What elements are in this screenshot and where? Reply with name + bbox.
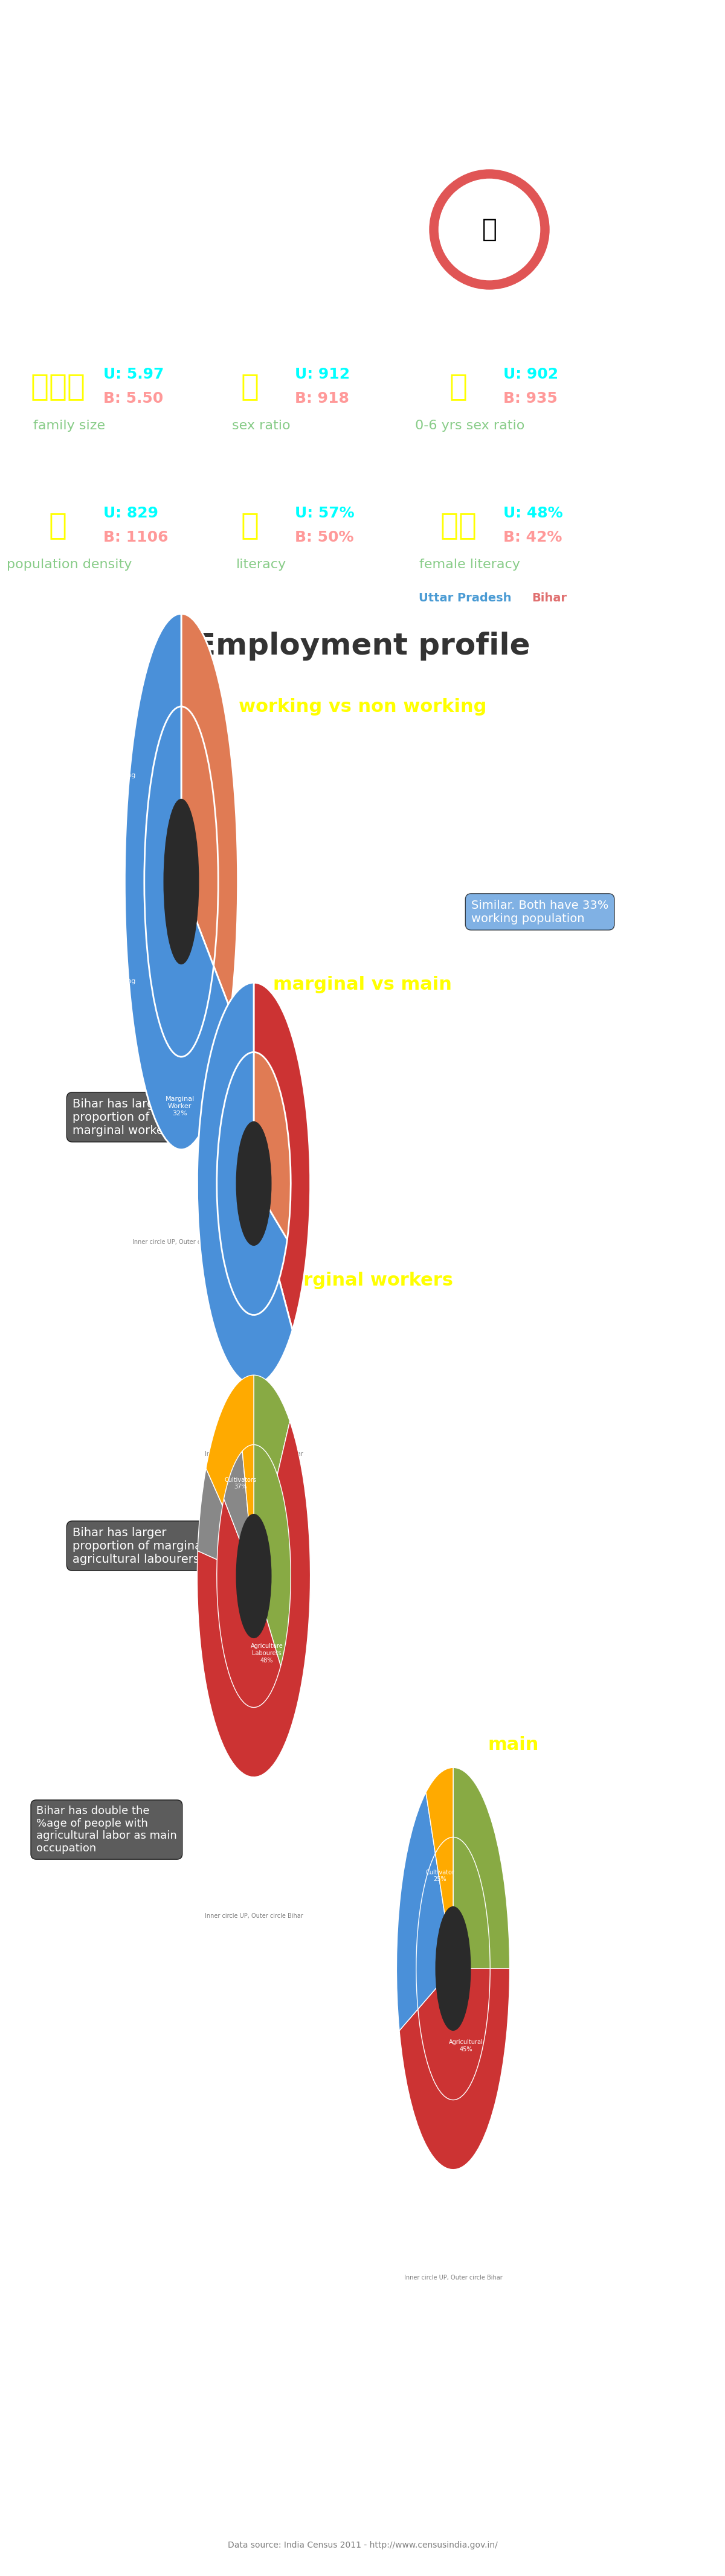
Text: Similar. Both have 33%
working population: Similar. Both have 33% working populatio… xyxy=(471,899,608,925)
Text: marginal workers: marginal workers xyxy=(272,1273,453,1288)
Text: 🍼: 🍼 xyxy=(450,371,468,402)
Text: Inner circle UP, Outer circle Bihar: Inner circle UP, Outer circle Bihar xyxy=(404,2275,502,2280)
Text: Non Working
67%: Non Working 67% xyxy=(92,773,136,786)
Wedge shape xyxy=(254,1376,290,1577)
Wedge shape xyxy=(217,1499,281,1708)
Text: 0-6 yrs sex ratio: 0-6 yrs sex ratio xyxy=(415,420,524,433)
Text: sex ratio: sex ratio xyxy=(232,420,290,433)
Text: The population story: The population story xyxy=(46,291,243,307)
Text: Cultivators
37%: Cultivators 37% xyxy=(225,1476,257,1489)
Text: B: 42%: B: 42% xyxy=(503,531,563,544)
Text: Agriculture
Labourers
66%: Agriculture Labourers 66% xyxy=(319,1643,352,1664)
Text: 17.62%: 17.62% xyxy=(423,2458,493,2476)
Text: U: 5.97: U: 5.97 xyxy=(103,368,164,381)
Text: Others
10%: Others 10% xyxy=(170,1677,190,1690)
Text: 📚: 📚 xyxy=(241,510,259,541)
Text: Marginal
Worker
38%: Marginal Worker 38% xyxy=(165,1252,194,1270)
Wedge shape xyxy=(125,613,231,1149)
Text: Cultivators
11%: Cultivators 11% xyxy=(168,1476,200,1489)
Wedge shape xyxy=(426,1767,453,1968)
Text: B: 918: B: 918 xyxy=(295,392,349,407)
Text: Main
Working
62%: Main Working 62% xyxy=(323,1221,351,1239)
Text: 👥: 👥 xyxy=(49,510,67,541)
Text: Household
Industries
4%: Household Industries 4% xyxy=(368,2035,399,2056)
Circle shape xyxy=(236,1121,271,1244)
Circle shape xyxy=(439,178,540,281)
Text: marginal vs main: marginal vs main xyxy=(273,976,452,992)
Wedge shape xyxy=(453,1837,490,1968)
Text: 9.98%: 9.98% xyxy=(411,2429,469,2445)
Text: Household
Industries
5%: Household Industries 5% xyxy=(238,1860,270,1880)
Wedge shape xyxy=(254,981,310,1329)
Text: 🗺: 🗺 xyxy=(482,216,497,242)
Text: Data source: India Census 2011 - http://www.censusindia.gov.in/: Data source: India Census 2011 - http://… xyxy=(228,2540,497,2550)
Wedge shape xyxy=(206,1376,254,1577)
Text: B: 50%: B: 50% xyxy=(295,531,354,544)
Circle shape xyxy=(429,170,550,289)
Text: B: 5.50: B: 5.50 xyxy=(103,392,163,407)
Text: Bihar: Bihar xyxy=(350,2458,400,2476)
Wedge shape xyxy=(453,1767,510,1968)
Text: Workers
33%: Workers 33% xyxy=(242,855,270,868)
Wedge shape xyxy=(242,1445,254,1577)
Text: B: 935: B: 935 xyxy=(503,392,558,407)
Text: population density: population density xyxy=(7,559,132,572)
Text: U: 912: U: 912 xyxy=(295,368,350,381)
Wedge shape xyxy=(217,1051,287,1314)
Text: UP: UP xyxy=(350,2429,376,2445)
Text: Bihar has larger
proportion of marginal
agricultural labourers: Bihar has larger proportion of marginal … xyxy=(72,1528,205,1564)
Text: working vs non working: working vs non working xyxy=(239,698,486,716)
Wedge shape xyxy=(254,1445,291,1667)
Text: Agriculture
Labourers
48%: Agriculture Labourers 48% xyxy=(251,1643,283,1664)
Text: literacy: literacy xyxy=(236,559,286,572)
Text: Inner circle UP, Outer circle Bihar: Inner circle UP, Outer circle Bihar xyxy=(204,1450,303,1458)
Circle shape xyxy=(164,799,199,963)
Text: Total agricultural laborers
(main + marginal): Total agricultural laborers (main + marg… xyxy=(18,2432,289,2470)
Text: Inner circle UP, Outer circle Bihar: Inner circle UP, Outer circle Bihar xyxy=(204,1914,303,1919)
Text: Agricultural
45%: Agricultural 45% xyxy=(449,2040,484,2053)
Text: Marginal
Worker
32%: Marginal Worker 32% xyxy=(165,1097,194,1115)
Text: Main
Working
68%: Main Working 68% xyxy=(323,1128,351,1146)
Text: main: main xyxy=(488,1736,539,1754)
Wedge shape xyxy=(435,1837,453,1968)
Text: B: 1106: B: 1106 xyxy=(103,531,168,544)
Text: Uttar Pradesh: Uttar Pradesh xyxy=(419,592,512,603)
Circle shape xyxy=(436,1906,471,2030)
Text: Worker
33%: Worker 33% xyxy=(242,938,266,951)
Wedge shape xyxy=(254,1051,291,1239)
Text: U: 57%: U: 57% xyxy=(295,505,355,520)
Text: 👨‍👩‍👧: 👨‍👩‍👧 xyxy=(30,371,86,402)
Text: 👩‍🎓: 👩‍🎓 xyxy=(440,510,476,541)
Text: Household
Industries
16%: Household Industries 16% xyxy=(181,1767,213,1788)
Wedge shape xyxy=(397,1793,453,2030)
Wedge shape xyxy=(224,1450,254,1577)
Wedge shape xyxy=(418,1968,490,2099)
Wedge shape xyxy=(399,1968,510,2169)
Wedge shape xyxy=(198,1468,254,1577)
Wedge shape xyxy=(144,706,214,1056)
Wedge shape xyxy=(416,1852,453,2009)
Text: U: 48%: U: 48% xyxy=(503,505,563,520)
Wedge shape xyxy=(197,981,292,1383)
Wedge shape xyxy=(197,1422,310,1777)
Text: U: 902: U: 902 xyxy=(503,368,558,381)
Text: Cultivator
25%: Cultivator 25% xyxy=(426,1870,455,1883)
Text: Others
22%: Others 22% xyxy=(513,1901,533,1914)
Text: 👩: 👩 xyxy=(241,371,259,402)
Text: Employment profile: Employment profile xyxy=(195,631,530,659)
Circle shape xyxy=(236,1515,271,1638)
Wedge shape xyxy=(181,613,238,1010)
Wedge shape xyxy=(181,706,218,966)
Text: Inner circle UP, Outer circle Bihar: Inner circle UP, Outer circle Bihar xyxy=(132,1239,231,1244)
Text: Bihar has double the
%age of people with
agricultural labor as main
occupation: Bihar has double the %age of people with… xyxy=(36,1806,177,1855)
Text: Non Working
67%: Non Working 67% xyxy=(92,979,136,992)
Text: family size: family size xyxy=(33,420,105,433)
Text: U: 829: U: 829 xyxy=(103,505,158,520)
Text: UP vs Bihar: UP vs Bihar xyxy=(163,72,562,131)
Text: female literacy: female literacy xyxy=(419,559,520,572)
Text: Bihar: Bihar xyxy=(531,592,567,603)
Text: Bihar has larger
proportion of
marginal workers: Bihar has larger proportion of marginal … xyxy=(72,1097,175,1136)
